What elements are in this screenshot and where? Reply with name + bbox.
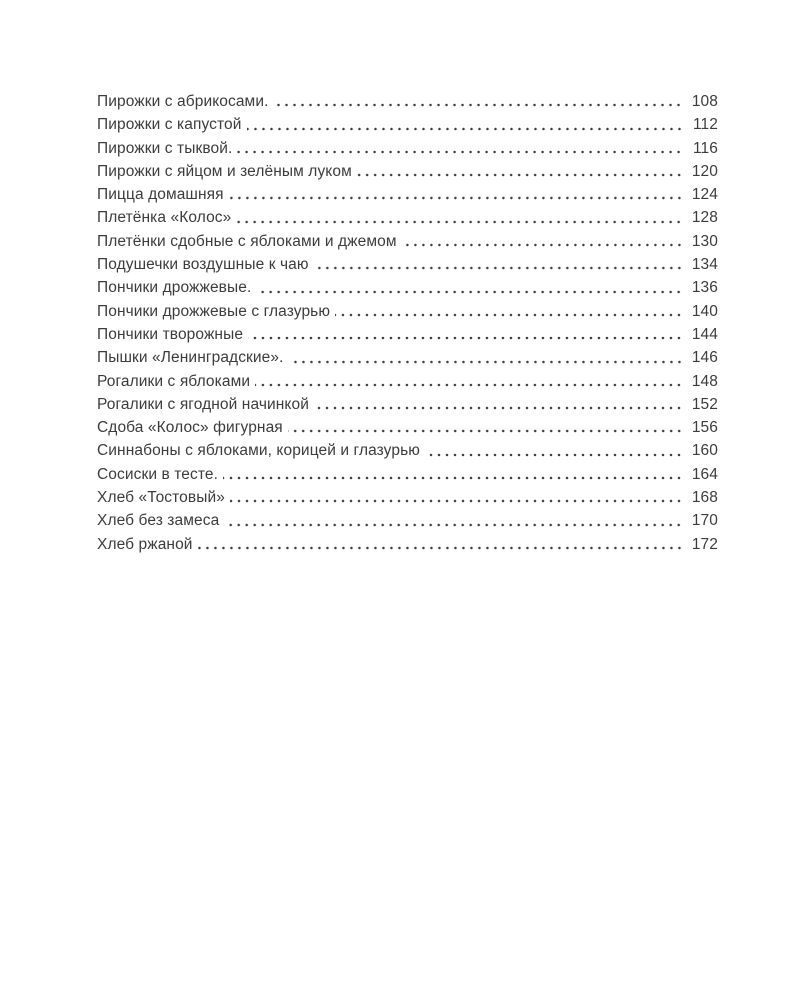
dot-leader	[223, 462, 685, 487]
toc-entry-title: Хлеб без замеса	[97, 512, 220, 530]
dot-leader	[256, 276, 685, 300]
toc-row: Синнабоны с яблоками, корицей и глазурью…	[97, 439, 718, 463]
toc-entry-title: Рогалики с ягодной начинкой	[97, 395, 309, 413]
toc-row: Пирожки с яйцом и зелёным луком 120	[97, 159, 718, 184]
toc-entry-page: 148	[691, 372, 718, 390]
dot-leader	[356, 159, 685, 184]
toc-row: Пирожки с абрикосами. 108	[97, 90, 718, 114]
dot-leader	[255, 369, 685, 393]
toc-entry-title: Хлеб ржаной	[97, 535, 193, 553]
toc-row: Подушечки воздушные к чаю 134	[97, 253, 718, 277]
toc-entry-page: 140	[691, 302, 718, 320]
dot-leader	[228, 183, 685, 207]
toc-entry-title: Пицца домашняя	[97, 186, 224, 204]
toc-entry-title: Хлеб «Тостовый»	[97, 489, 225, 507]
toc-entry-page: 168	[691, 489, 718, 507]
toc-entry-page: 130	[691, 232, 718, 250]
toc-row: Пирожки с тыквой. 116	[97, 136, 718, 160]
dot-leader	[246, 113, 685, 137]
toc-row: Плетёнка «Колос» 128	[97, 206, 718, 230]
toc-list: Пирожки с абрикосами. 108 Пирожки с капу…	[97, 90, 718, 556]
toc-entry-title: Пирожки с абрикосами.	[97, 93, 269, 110]
toc-row: Плетёнки сдобные с яблоками и джемом 130	[97, 229, 718, 254]
toc-entry-title: Сдоба «Колос» фигурная	[97, 419, 283, 437]
toc-entry-page: 136	[691, 279, 718, 297]
toc-row: Пончики дрожжевые. 136	[97, 276, 718, 300]
toc-entry-page: 108	[691, 93, 718, 110]
toc-entry-page: 134	[691, 256, 718, 274]
toc-entry-title: Пирожки с капустой	[97, 116, 242, 134]
toc-entry-title: Пончики дрожжевые с глазурью	[97, 302, 331, 320]
toc-entry-page: 120	[691, 162, 718, 180]
toc-entry-title: Пирожки с яйцом и зелёным луком	[97, 162, 352, 180]
toc-entry-title: Синнабоны с яблоками, корицей и глазурью	[97, 442, 420, 460]
toc-row: Пончики творожные 144	[97, 322, 718, 347]
toc-entry-page: 156	[691, 419, 718, 437]
toc-entry-page: 172	[691, 535, 718, 553]
dot-leader	[313, 392, 685, 417]
dot-leader	[236, 206, 685, 230]
dot-leader	[197, 532, 685, 556]
toc-entry-title: Подушечки воздушные к чаю	[97, 256, 309, 274]
toc-row: Хлеб «Тостовый» 168	[97, 486, 718, 510]
toc-entry-title: Плетёнки сдобные с яблоками и джемом	[97, 232, 397, 250]
toc-row: Пицца домашняя 124	[97, 183, 718, 207]
dot-leader	[237, 136, 685, 160]
toc-entry-title: Пончики творожные	[97, 325, 244, 343]
toc-row: Пышки «Ленинградские». 146	[97, 346, 718, 370]
toc-entry-title: Пончики дрожжевые.	[97, 279, 252, 297]
toc-entry-page: 170	[691, 512, 718, 530]
toc-entry-title: Плетёнка «Колос»	[97, 209, 232, 227]
dot-leader	[335, 299, 685, 323]
toc-entry-title: Сосиски в тесте.	[97, 465, 219, 483]
toc-entry-page: 152	[691, 395, 718, 413]
toc-entry-page: 112	[692, 116, 718, 134]
toc-row: Сдоба «Колос» фигурная 156	[97, 416, 718, 440]
dot-leader	[313, 253, 685, 277]
dot-leader	[288, 346, 685, 370]
dot-leader	[287, 416, 685, 440]
toc-entry-title: Пирожки с тыквой.	[97, 139, 233, 157]
toc-row: Хлеб без замеса 170	[97, 509, 718, 533]
dot-leader	[401, 229, 685, 254]
toc-entry-page: 160	[691, 442, 718, 460]
toc-row: Сосиски в тесте. 164	[97, 462, 718, 487]
dot-leader	[273, 90, 685, 114]
dot-leader	[248, 322, 685, 347]
toc-entry-page: 128	[691, 209, 718, 227]
toc-row: Пончики дрожжевые с глазурью 140	[97, 299, 718, 323]
dot-leader	[224, 509, 685, 533]
toc-row: Рогалики с яблоками 148	[97, 369, 718, 393]
toc-row: Хлеб ржаной 172	[97, 532, 718, 556]
dot-leader	[424, 439, 685, 463]
toc-entry-page: 144	[691, 325, 718, 343]
toc-row: Рогалики с ягодной начинкой 152	[97, 392, 718, 417]
dot-leader	[229, 486, 685, 510]
toc-entry-title: Пышки «Ленинградские».	[97, 349, 284, 367]
toc-entry-title: Рогалики с яблоками	[97, 372, 251, 390]
toc-entry-page: 116	[692, 139, 718, 157]
toc-entry-page: 164	[691, 465, 718, 483]
toc-entry-page: 124	[691, 186, 718, 204]
toc-row: Пирожки с капустой 112	[97, 113, 718, 137]
toc-entry-page: 146	[691, 349, 718, 367]
